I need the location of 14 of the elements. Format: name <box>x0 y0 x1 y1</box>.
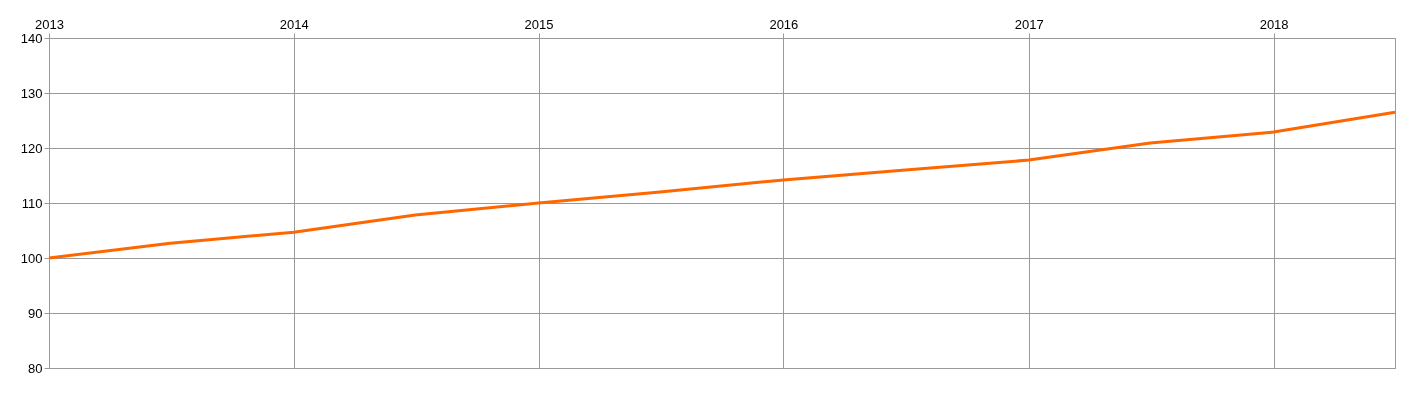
line-series <box>47 110 1397 260</box>
x-tick-label: 2018 <box>1259 16 1289 32</box>
x-tick-label: 2015 <box>524 16 554 32</box>
y-tick-label: 110 <box>21 195 43 211</box>
y-tick-label: 120 <box>20 140 43 156</box>
x-tick-label: 2013 <box>35 16 64 32</box>
y-tick-label: 100 <box>20 250 43 266</box>
x-tick-label: 2014 <box>279 16 309 32</box>
y-tick-label: 130 <box>20 85 43 101</box>
y-tick-label: 90 <box>28 305 43 321</box>
x-tick-label: 2016 <box>769 16 799 32</box>
y-tick-label: 140 <box>20 30 43 46</box>
y-tick-label: 80 <box>28 360 43 376</box>
x-tick-label: 2017 <box>1014 16 1044 32</box>
